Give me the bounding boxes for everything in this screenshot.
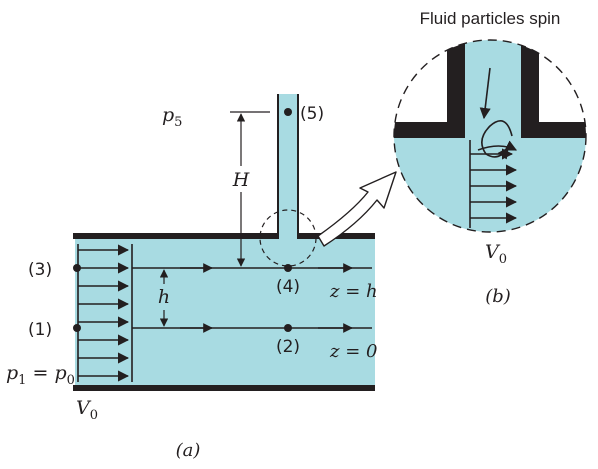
detail-top-wall-right	[521, 122, 586, 138]
label-z-equals-0: z = 0	[329, 341, 377, 362]
tube-fluid	[278, 94, 298, 242]
label-part-b: (b)	[485, 286, 511, 307]
label-V0-detail: V0	[485, 241, 507, 267]
point-4-dot	[284, 264, 292, 272]
spin-indicator	[479, 67, 513, 160]
detail-tube-right-wall	[521, 40, 539, 136]
inlet-velocity-profile	[77, 244, 133, 382]
detail-tube-left-wall	[447, 40, 465, 136]
label-point-1: (1)	[28, 320, 52, 340]
label-point-4: (4)	[276, 277, 300, 297]
channel-bottom-wall	[73, 385, 375, 391]
point-2-dot	[284, 324, 292, 332]
zoom-region-circle	[259, 209, 317, 267]
zoom-connector-arrow	[317, 171, 397, 247]
label-p1-equals-p0: p1 = p0	[6, 362, 75, 388]
point-3-dot	[73, 264, 81, 272]
label-point-3: (3)	[28, 260, 52, 280]
height-H-dimension	[230, 111, 270, 267]
point-5-dot	[284, 108, 292, 116]
caption-fluid-particles-spin: Fluid particles spin	[420, 9, 561, 28]
label-p5: p5	[162, 104, 182, 130]
channel-fluid	[75, 238, 375, 386]
point-1-dot	[73, 324, 81, 332]
label-point-2: (2)	[276, 337, 300, 357]
detail-top-wall-left	[394, 122, 465, 138]
channel-top-wall-left	[73, 233, 279, 239]
label-part-a: (a)	[176, 440, 201, 461]
label-point-5: (5)	[300, 104, 324, 124]
detail-figure-b	[393, 39, 587, 233]
label-z-equals-h: z = h	[329, 281, 378, 302]
detail-dashed-circle	[393, 39, 587, 233]
channel-figure-a	[73, 94, 375, 391]
label-h: h	[158, 286, 170, 308]
label-V0-inlet: V0	[76, 397, 98, 423]
label-H: H	[232, 169, 250, 191]
